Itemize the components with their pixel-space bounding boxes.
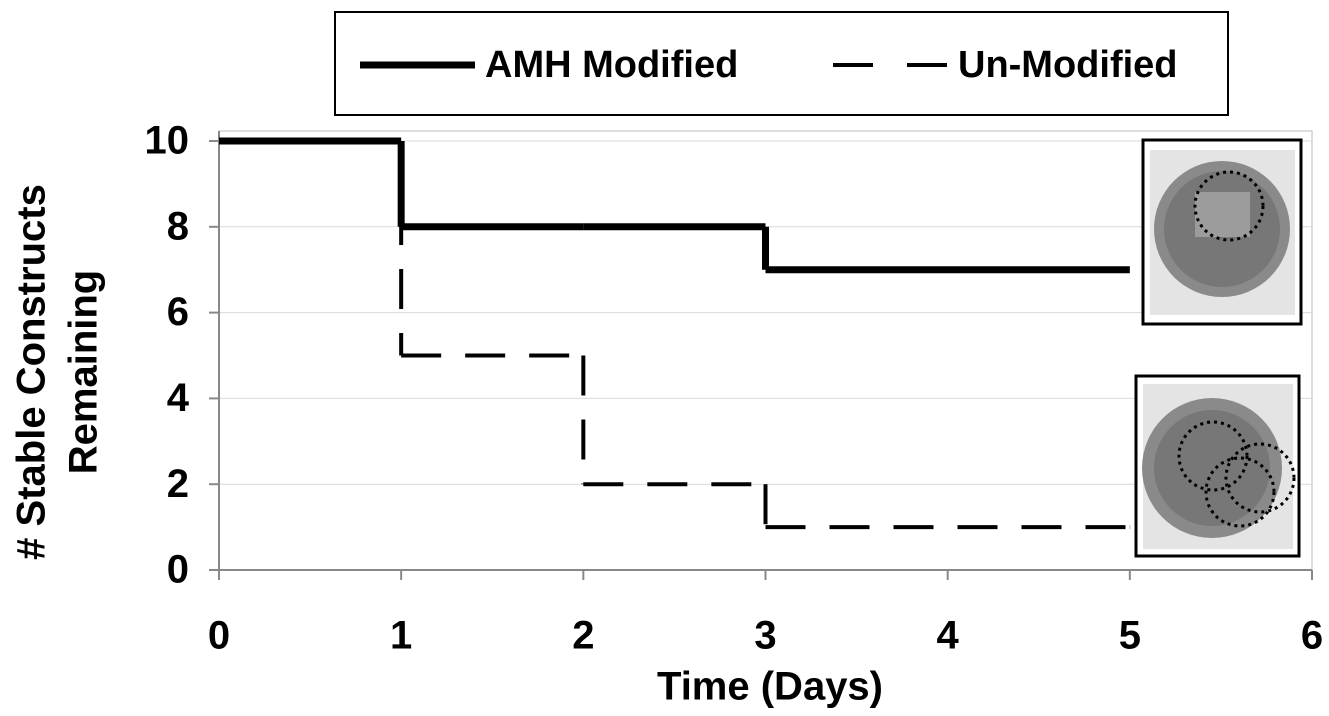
series-1 bbox=[219, 139, 1130, 530]
y-tick-label: 2 bbox=[167, 462, 189, 506]
x-tick-label: 3 bbox=[754, 614, 776, 658]
x-axis-label: Time (Days) bbox=[657, 665, 883, 709]
series-0 bbox=[219, 137, 1130, 274]
x-tick-label: 1 bbox=[390, 614, 412, 658]
legend-label: AMH Modified bbox=[485, 44, 738, 86]
x-tick-label: 5 bbox=[1119, 614, 1141, 658]
y-tick-label: 4 bbox=[167, 376, 190, 420]
x-tick-label: 4 bbox=[937, 614, 960, 658]
x-tick-label: 2 bbox=[572, 614, 594, 658]
x-tick-label: 6 bbox=[1301, 614, 1323, 658]
y-tick-label: 8 bbox=[167, 204, 189, 248]
photo-bottom bbox=[1134, 374, 1301, 558]
y-tick-label: 10 bbox=[145, 119, 190, 163]
y-tick-label: 6 bbox=[167, 290, 189, 334]
y-axis-label: # Stable Constructs bbox=[10, 184, 54, 560]
legend-box bbox=[334, 11, 1229, 116]
y-axis-label: Remaining bbox=[62, 270, 106, 474]
photo-top bbox=[1141, 138, 1303, 326]
y-tick-label: 0 bbox=[167, 548, 189, 592]
legend-label: Un-Modified bbox=[958, 44, 1178, 86]
x-tick-label: 0 bbox=[208, 614, 230, 658]
